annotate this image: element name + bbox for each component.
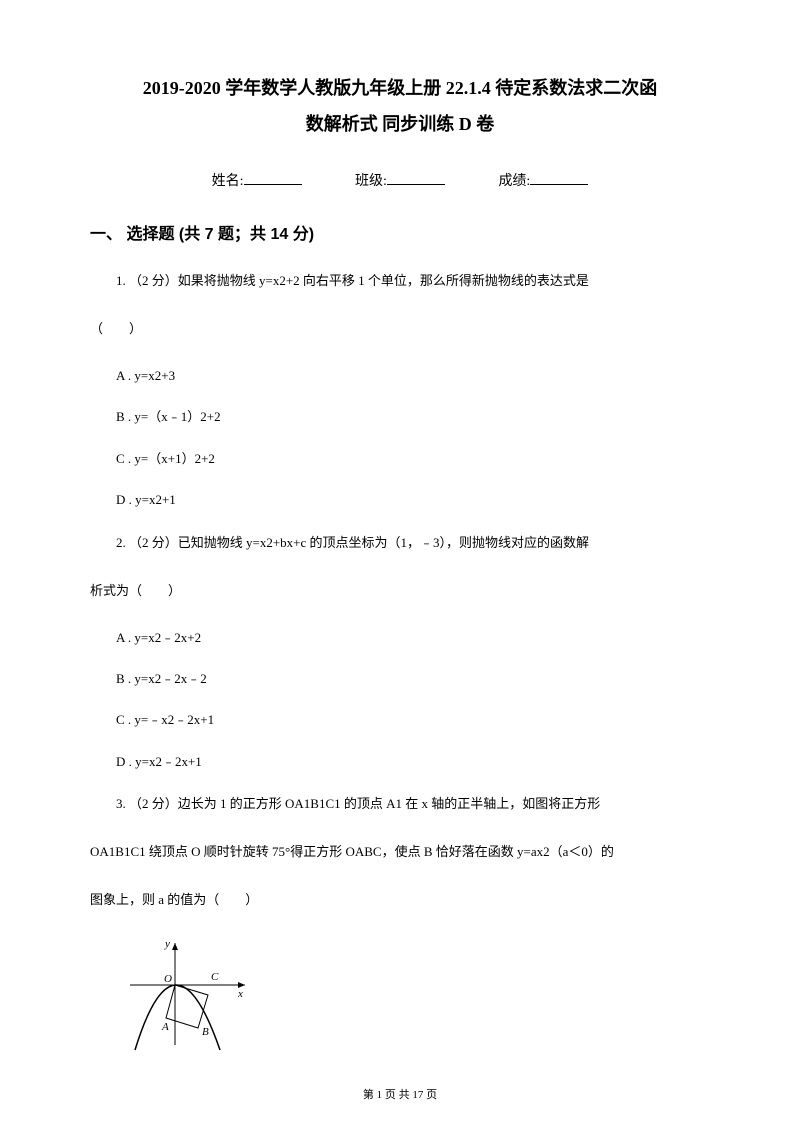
document-title: 2019-2020 学年数学人教版九年级上册 22.1.4 待定系数法求二次函 … (90, 70, 710, 142)
q2-option-c: C . y=﹣x2﹣2x+1 (90, 708, 710, 731)
student-info-line: 姓名: 班级: 成绩: (90, 170, 710, 190)
question-3-text-a: 3. （2 分）边长为 1 的正方形 OA1B1C1 的顶点 A1 在 x 轴的… (90, 791, 710, 817)
section-1-header: 一、 选择题 (共 7 题；共 14 分) (90, 220, 710, 244)
label-c: C (211, 971, 219, 983)
label-x: x (237, 988, 243, 1000)
score-blank (530, 184, 588, 185)
class-blank (387, 184, 445, 185)
label-y: y (164, 938, 170, 950)
q1-option-b: B . y=（x﹣1）2+2 (90, 405, 710, 428)
question-3-figure: y x O C B A (120, 935, 710, 1060)
label-a: A (161, 1021, 169, 1033)
question-2-text-cont: 析式为（ ） (90, 578, 710, 604)
title-line-1: 2019-2020 学年数学人教版九年级上册 22.1.4 待定系数法求二次函 (90, 70, 710, 106)
q2-option-b: B . y=x2﹣2x﹣2 (90, 667, 710, 690)
q2-option-a: A . y=x2﹣2x+2 (90, 626, 710, 649)
label-o: O (164, 973, 172, 985)
question-1-text: 1. （2 分）如果将抛物线 y=x2+2 向右平移 1 个单位，那么所得新抛物… (90, 268, 710, 294)
name-blank (244, 184, 302, 185)
q1-option-c: C . y=（x+1）2+2 (90, 447, 710, 470)
title-line-2: 数解析式 同步训练 D 卷 (90, 106, 710, 142)
q2-option-d: D . y=x2﹣2x+1 (90, 750, 710, 773)
q1-option-d: D . y=x2+1 (90, 488, 710, 511)
question-1-text-cont: （ ） (90, 316, 710, 342)
question-3-text-c: 图象上，则 a 的值为（ ） (90, 887, 710, 913)
class-label: 班级: (355, 170, 387, 190)
label-b: B (202, 1026, 209, 1038)
name-label: 姓名: (212, 170, 244, 190)
parabola-diagram: y x O C B A (120, 935, 260, 1055)
question-3-text-b: OA1B1C1 绕顶点 O 顺时针旋转 75°得正方形 OABC，使点 B 恰好… (90, 839, 710, 865)
y-axis-arrow (172, 943, 178, 950)
page-footer: 第 1 页 共 17 页 (0, 1086, 800, 1102)
question-2-text: 2. （2 分）已知抛物线 y=x2+bx+c 的顶点坐标为（1，﹣3），则抛物… (90, 530, 710, 556)
score-label: 成绩: (498, 170, 530, 190)
q1-option-a: A . y=x2+3 (90, 364, 710, 387)
